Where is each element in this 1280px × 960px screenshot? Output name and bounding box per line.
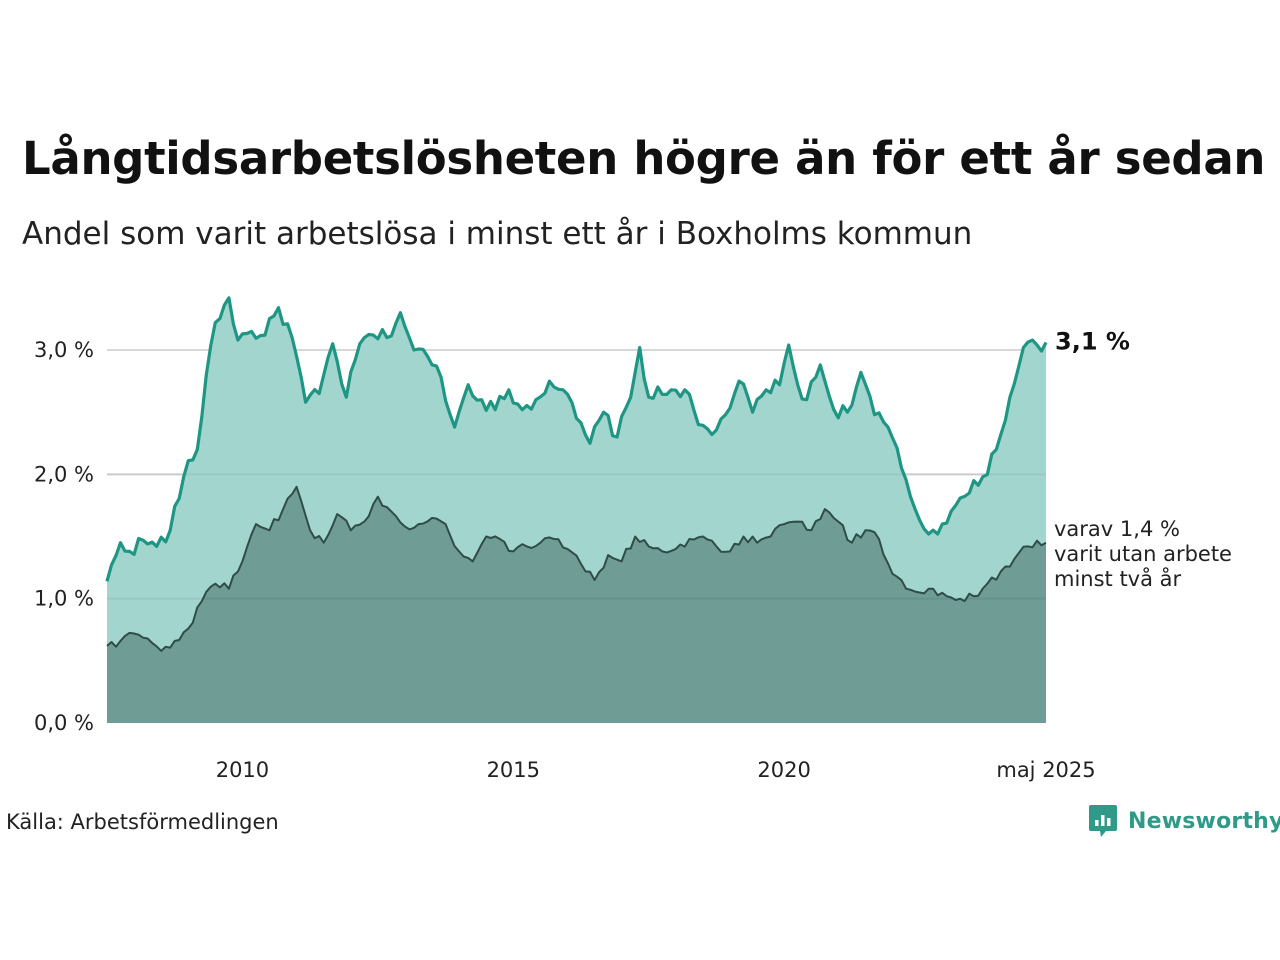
end-label-long-term: 3,1 % — [1055, 328, 1130, 356]
chart-subtitle: Andel som varit arbetslösa i minst ett å… — [22, 216, 973, 252]
end-label-two-year-line: varav 1,4 % — [1054, 517, 1180, 541]
y-tick-label: 1,0 % — [34, 587, 94, 611]
brand-name: Newsworthy — [1128, 808, 1280, 834]
x-axis-ticks: 2010 2015 2020 maj 2025 — [216, 758, 1096, 782]
x-tick-label: 2010 — [216, 758, 269, 782]
x-tick-label: 2020 — [757, 758, 810, 782]
source-note: Källa: Arbetsförmedlingen — [6, 810, 279, 834]
y-tick-label: 0,0 % — [34, 711, 94, 735]
end-label-two-year-line: minst två år — [1054, 566, 1182, 591]
long-term-unemployment-line — [105, 296, 1048, 582]
end-label-two-year-line: varit utan arbete — [1054, 542, 1232, 566]
two-year-unemployment-line — [106, 485, 1047, 652]
x-tick-label: 2015 — [487, 758, 540, 782]
x-tick-label-last: maj 2025 — [996, 758, 1095, 782]
y-tick-label: 3,0 % — [34, 338, 94, 362]
chart-title: Långtidsarbetslösheten högre än för ett … — [22, 132, 1266, 185]
newsworthy-icon — [1089, 805, 1117, 837]
y-axis-ticks: 0,0 % 1,0 % 2,0 % 3,0 % — [34, 338, 94, 735]
newsworthy-logo: Newsworthy — [1088, 803, 1280, 839]
two-year-unemployment-area — [107, 486, 1046, 723]
y-tick-label: 2,0 % — [34, 462, 94, 486]
